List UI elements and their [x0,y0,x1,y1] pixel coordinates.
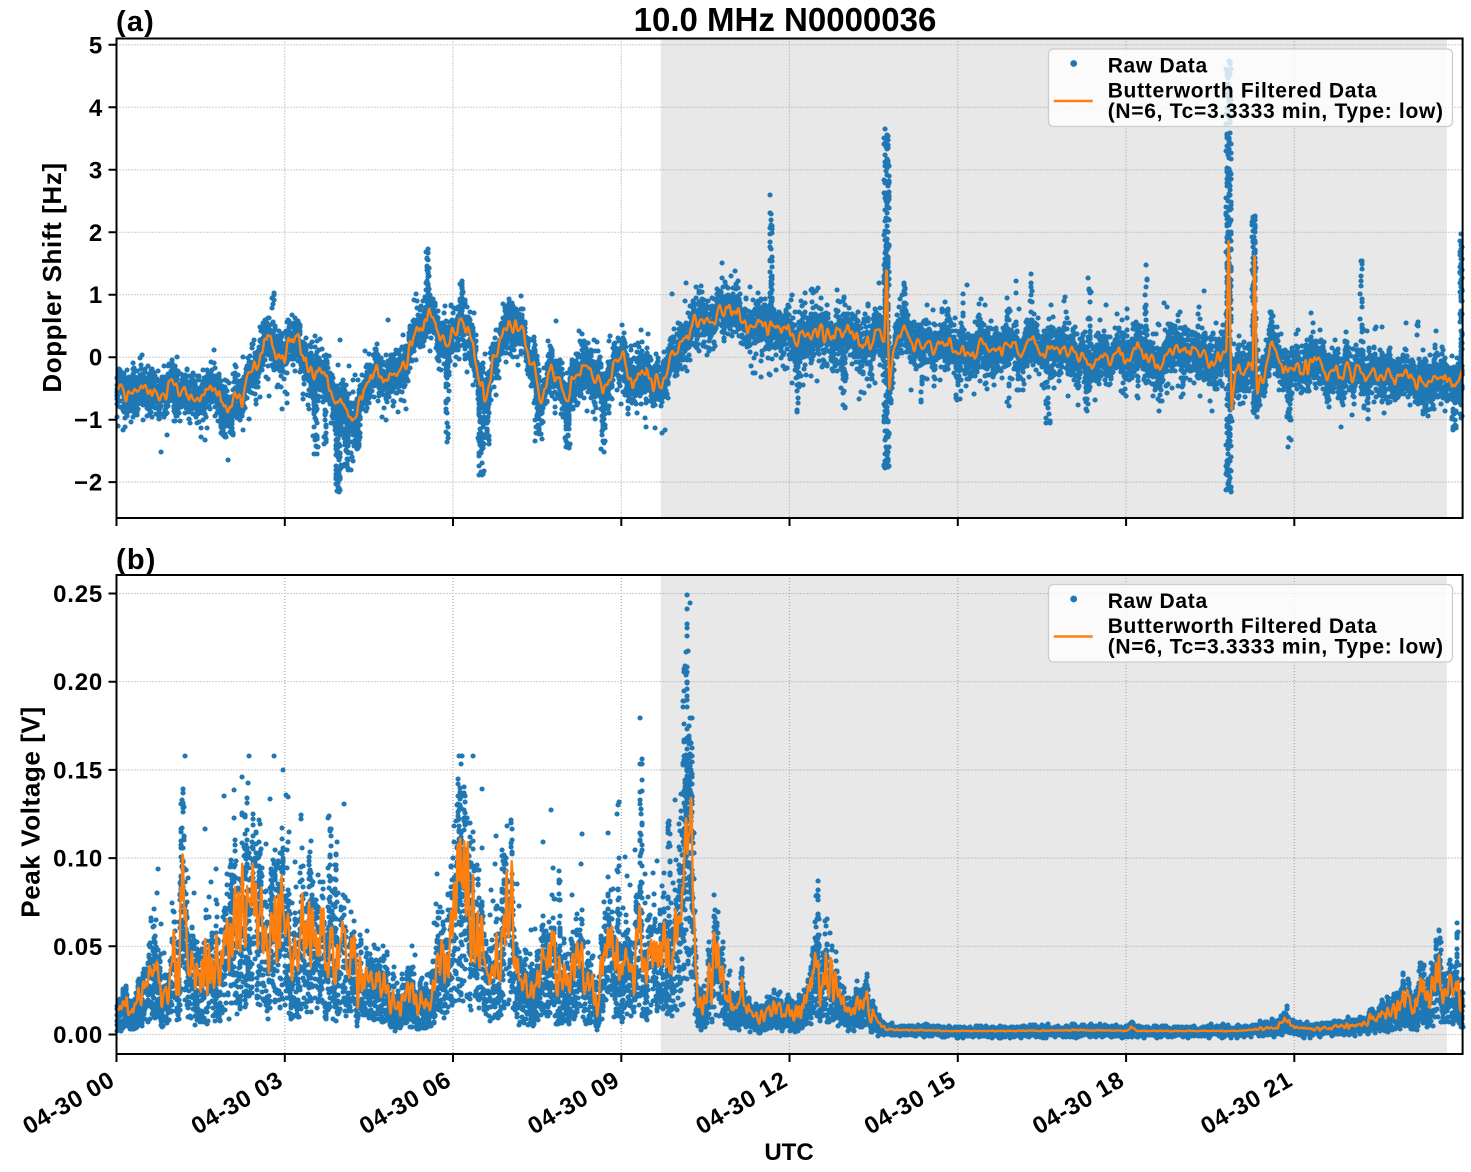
svg-text:0.25: 0.25 [53,581,103,608]
svg-text:3: 3 [89,157,103,184]
svg-text:−2: −2 [74,470,103,497]
svg-text:10.0 MHz N0000036: 10.0 MHz N0000036 [634,1,937,38]
svg-text:0.15: 0.15 [53,757,103,784]
svg-text:0: 0 [89,345,103,372]
svg-text:(N=6, Tc=3.3333 min, Type: low: (N=6, Tc=3.3333 min, Type: low) [1108,636,1444,659]
svg-text:−1: −1 [74,407,103,434]
svg-text:4: 4 [89,95,103,122]
svg-text:1: 1 [89,282,103,309]
svg-text:0.20: 0.20 [53,669,103,696]
svg-text:(N=6, Tc=3.3333 min, Type: low: (N=6, Tc=3.3333 min, Type: low) [1108,100,1444,123]
svg-text:0.00: 0.00 [53,1022,103,1049]
svg-text:(b): (b) [116,544,157,576]
svg-text:0.10: 0.10 [53,846,103,873]
svg-text:2: 2 [89,220,103,247]
svg-text:Butterworth Filtered Data: Butterworth Filtered Data [1108,80,1378,103]
svg-text:UTC: UTC [764,1139,813,1166]
svg-text:Peak Voltage [V]: Peak Voltage [V] [16,706,46,917]
svg-text:Doppler Shift [Hz]: Doppler Shift [Hz] [37,162,67,392]
svg-text:Butterworth Filtered Data: Butterworth Filtered Data [1108,615,1378,638]
svg-text:0.05: 0.05 [53,934,103,961]
svg-text:Raw Data: Raw Data [1108,55,1208,78]
svg-text:Raw Data: Raw Data [1108,590,1208,613]
svg-text:(a): (a) [116,6,155,38]
svg-text:5: 5 [89,32,103,59]
